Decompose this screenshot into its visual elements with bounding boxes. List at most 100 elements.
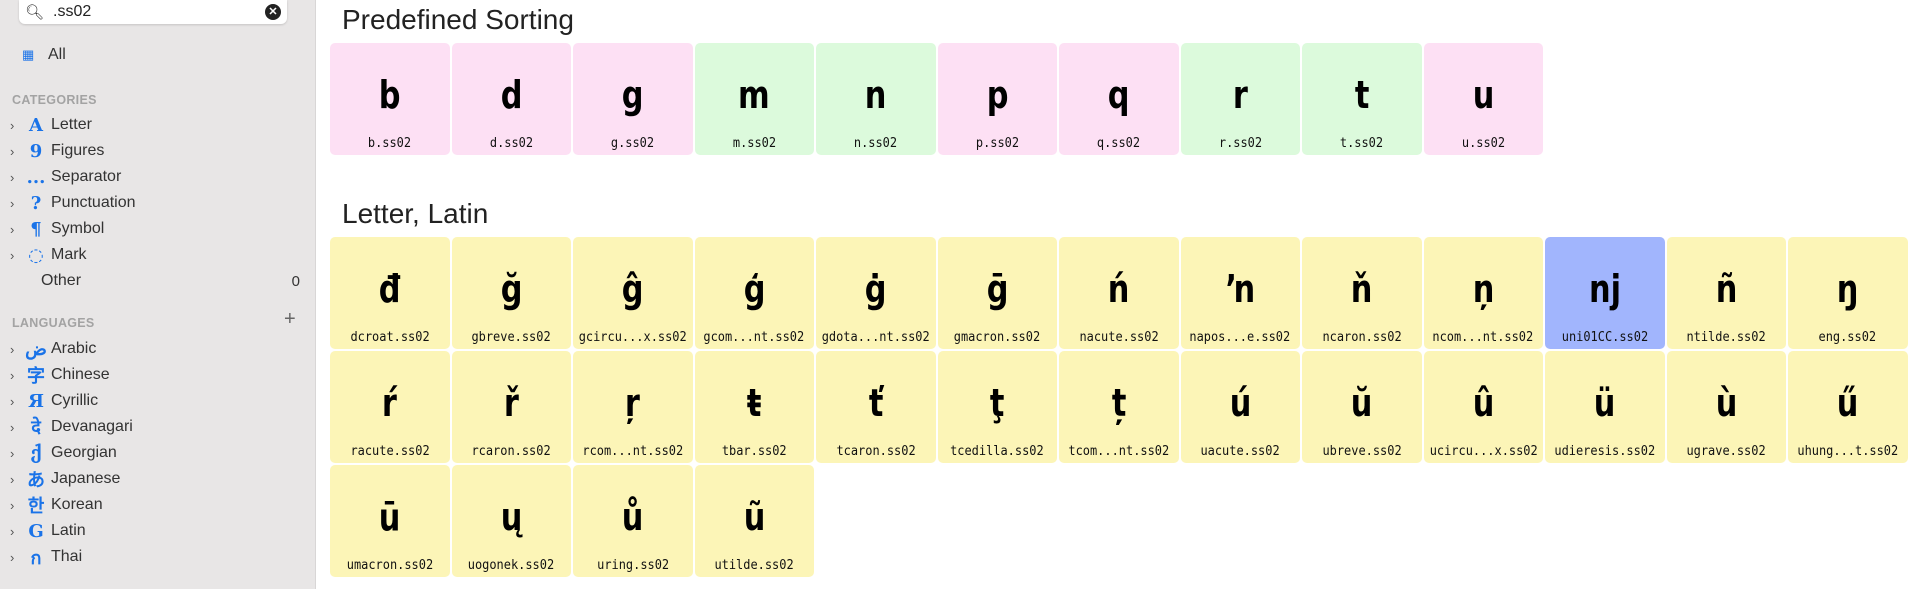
sidebar-item-label: Figures [51, 142, 105, 159]
glyph-tile[interactable]: b b.ss02 [330, 43, 450, 155]
chevron-right-icon[interactable]: › [10, 445, 15, 461]
glyph-tile[interactable]: g g.ss02 [573, 43, 693, 155]
glyph-tile[interactable]: ņ ncom...nt.ss02 [1423, 237, 1543, 349]
chevron-right-icon[interactable]: › [10, 367, 15, 383]
search-input[interactable] [53, 3, 265, 21]
add-language-button[interactable]: + [284, 308, 296, 330]
count: 0 [291, 272, 300, 290]
chevron-right-icon[interactable]: › [10, 549, 15, 565]
chevron-right-icon[interactable]: › [10, 419, 15, 435]
chevron-right-icon[interactable]: › [10, 497, 15, 513]
glyph-name: gbreve.ss02 [471, 330, 551, 345]
glyph-tile[interactable]: d d.ss02 [451, 43, 571, 155]
glyph-tile[interactable]: u u.ss02 [1423, 43, 1543, 155]
chevron-right-icon[interactable]: › [10, 341, 15, 357]
glyph-tile[interactable]: ū umacron.ss02 [330, 465, 450, 577]
sidebar-item-georgian[interactable]: › ქ Georgian [10, 440, 300, 466]
glyph-tile[interactable]: ŋ eng.ss02 [1788, 237, 1908, 349]
chevron-right-icon[interactable]: › [10, 117, 15, 133]
sidebar-item-japanese[interactable]: › あ Japanese [10, 466, 300, 492]
glyph: ť [868, 381, 884, 425]
glyph-tile[interactable]: ğ gbreve.ss02 [451, 237, 571, 349]
glyph-tile[interactable]: r r.ss02 [1180, 43, 1300, 155]
glyph-tile[interactable]: q q.ss02 [1059, 43, 1179, 155]
glyph-tile[interactable]: p p.ss02 [937, 43, 1057, 155]
glyph-tile[interactable]: ŉ napos...e.ss02 [1180, 237, 1300, 349]
chevron-right-icon[interactable]: › [10, 523, 15, 539]
glyph-tile[interactable]: ũ utilde.ss02 [694, 465, 814, 577]
glyph-tile[interactable]: ń nacute.ss02 [1059, 237, 1179, 349]
glyph-tile[interactable]: ŕ racute.ss02 [330, 351, 450, 463]
clear-icon[interactable]: ✕ [265, 4, 281, 20]
thai-icon: ก [30, 547, 42, 569]
sidebar-item-figures[interactable]: › 9 Figures [10, 138, 300, 164]
glyph-tile[interactable]: t t.ss02 [1302, 43, 1422, 155]
sidebar-item-all[interactable]: ▦ All [22, 46, 66, 64]
glyph: ň [1350, 267, 1373, 311]
glyph-tile[interactable]: ñ ntilde.ss02 [1666, 237, 1786, 349]
chevron-right-icon[interactable]: › [10, 393, 15, 409]
glyph: ģ [743, 267, 766, 311]
glyph-tile[interactable]: ḡ gmacron.ss02 [937, 237, 1057, 349]
glyph-tile[interactable]: û ucircu...x.ss02 [1423, 351, 1543, 463]
glyph-tile[interactable]: ț tcom...nt.ss02 [1059, 351, 1179, 463]
glyph-name: rcaron.ss02 [471, 444, 551, 459]
glyph-tile[interactable]: ü udieresis.ss02 [1545, 351, 1665, 463]
symbol-icon: ¶ [30, 218, 42, 240]
sidebar-item-mark[interactable]: › ◌ Mark [10, 242, 300, 268]
sidebar-item-letter[interactable]: › A Letter [10, 112, 300, 138]
search-icon[interactable]: 🔍︎ [25, 4, 45, 21]
glyph-tile[interactable]: ű uhung...t.ss02 [1788, 351, 1908, 463]
chevron-right-icon[interactable]: › [10, 143, 15, 159]
glyph-tile[interactable]: ŭ ubreve.ss02 [1302, 351, 1422, 463]
glyph-tile[interactable]: ř rcaron.ss02 [451, 351, 571, 463]
chevron-right-icon[interactable]: › [10, 471, 15, 487]
sidebar-item-label: Thai [51, 548, 83, 565]
glyph-tile[interactable]: ň ncaron.ss02 [1302, 237, 1422, 349]
glyph: ñ [1715, 267, 1738, 311]
glyph-tile[interactable]: ų uogonek.ss02 [451, 465, 571, 577]
glyph: ţ [989, 381, 1005, 425]
sidebar-item-separator[interactable]: ›... Separator [10, 164, 300, 190]
separator-icon: ... [26, 166, 46, 188]
glyph-name: gcom...nt.ss02 [703, 330, 805, 345]
sidebar-item-label: Letter [51, 116, 92, 133]
glyph-tile[interactable]: nj uni01CC.ss02 [1545, 237, 1665, 349]
glyph-name: uni01CC.ss02 [1561, 330, 1648, 345]
sidebar-item-arabic[interactable]: › ض Arabic [10, 336, 300, 362]
glyph-tile[interactable]: m m.ss02 [694, 43, 814, 155]
sidebar-item-cyrillic[interactable]: › Я Cyrillic [10, 388, 300, 414]
sidebar-item-latin[interactable]: › G Latin [10, 518, 300, 544]
glyph-tile[interactable]: ů uring.ss02 [573, 465, 693, 577]
glyph-tile[interactable]: ġ gdota...nt.ss02 [816, 237, 936, 349]
chevron-right-icon[interactable]: › [10, 247, 15, 263]
glyph-tile[interactable]: ţ tcedilla.ss02 [937, 351, 1057, 463]
glyph: ġ [864, 267, 887, 311]
sidebar-item-devanagari[interactable]: › दे Devanagari [10, 414, 300, 440]
sidebar-item-chinese[interactable]: › 字 Chinese [10, 362, 300, 388]
chevron-right-icon[interactable]: › [10, 195, 15, 211]
sidebar-item-korean[interactable]: › 한 Korean [10, 492, 300, 518]
glyph-tile[interactable]: n n.ss02 [816, 43, 936, 155]
glyph-tile[interactable]: ģ gcom...nt.ss02 [694, 237, 814, 349]
glyph-name: ncom...nt.ss02 [1432, 330, 1534, 345]
glyph-tile[interactable]: đ dcroat.ss02 [330, 237, 450, 349]
chevron-right-icon[interactable]: › [10, 169, 15, 185]
sidebar-item-symbol[interactable]: › ¶ Symbol [10, 216, 300, 242]
glyph: ĝ [621, 267, 644, 311]
section-title: Letter, Latin [342, 198, 489, 229]
glyph-tile[interactable]: ť tcaron.ss02 [816, 351, 936, 463]
search-field[interactable]: 🔍︎ ✕ [19, 0, 287, 24]
sidebar-item-other[interactable]: Other 0 [10, 268, 300, 294]
glyph: ù [1715, 381, 1738, 425]
sidebar-item-thai[interactable]: › ก Thai [10, 544, 300, 570]
glyph-tile[interactable]: ŗ rcom...nt.ss02 [573, 351, 693, 463]
glyph: p [986, 73, 1009, 117]
glyph-tile[interactable]: ŧ tbar.ss02 [694, 351, 814, 463]
sidebar-item-punctuation[interactable]: ›? Punctuation [10, 190, 300, 216]
glyph-tile[interactable]: ú uacute.ss02 [1180, 351, 1300, 463]
glyph-tile[interactable]: ù ugrave.ss02 [1666, 351, 1786, 463]
glyph: u [1472, 73, 1495, 117]
chevron-right-icon[interactable]: › [10, 221, 15, 237]
glyph-tile[interactable]: ĝ gcircu...x.ss02 [573, 237, 693, 349]
